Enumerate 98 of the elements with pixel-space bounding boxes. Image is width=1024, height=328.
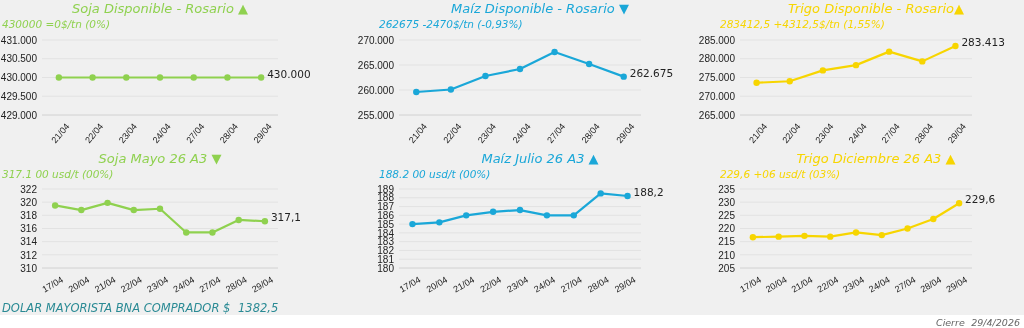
- y-tick-label: 430.500: [0, 53, 38, 65]
- y-tick-label: 220: [718, 223, 736, 235]
- point: [775, 233, 782, 240]
- data-label: 283.413: [961, 35, 1005, 48]
- point: [952, 42, 959, 50]
- chart-subtitle: 229,6 +06 usd/t (03%): [720, 168, 841, 180]
- y-tick-label: 280.000: [698, 53, 736, 65]
- point: [543, 212, 551, 219]
- point: [209, 229, 216, 236]
- chart-title: Maíz Julio 26 A3 ▲: [481, 151, 599, 166]
- y-tick-label: 285.000: [698, 34, 736, 46]
- chart-title: Trigo Diciembre 26 A3 ▲: [796, 151, 956, 166]
- point: [130, 206, 137, 214]
- point: [885, 48, 893, 55]
- text: 1382,5: [238, 301, 279, 315]
- point: [51, 202, 59, 209]
- y-tick-label: 187: [377, 201, 395, 213]
- point: [930, 215, 937, 223]
- y-tick-label: 275.000: [698, 72, 736, 84]
- data-label: 229,6: [965, 193, 996, 206]
- point: [753, 79, 760, 86]
- y-tick-label: 205: [718, 262, 736, 274]
- point: [620, 73, 627, 80]
- point: [489, 208, 497, 216]
- chart-title: Soja Disponible - Rosario ▲: [72, 1, 248, 16]
- y-tick-label: 235: [718, 183, 736, 195]
- y-tick-label: 312: [20, 249, 38, 261]
- point: [819, 67, 827, 74]
- text: Cierre: [936, 317, 965, 328]
- y-tick-label: 314: [20, 236, 38, 248]
- y-tick-label: 431.000: [0, 34, 38, 46]
- point: [447, 86, 455, 93]
- text: 29/4/2026: [971, 317, 1020, 328]
- y-tick-label: 429.000: [0, 109, 38, 121]
- point: [409, 220, 416, 228]
- chart-subtitle: 283412,5 +4312,5$/tn (1,55%): [720, 18, 885, 30]
- point: [904, 225, 911, 232]
- y-tick-label: 310: [20, 262, 38, 274]
- point: [852, 61, 860, 69]
- point: [235, 216, 242, 224]
- chart-title: Maíz Disponible - Rosario ▼: [451, 1, 629, 16]
- y-tick-label: 225: [718, 210, 736, 222]
- y-tick-label: 255.000: [357, 109, 395, 121]
- point: [827, 233, 834, 240]
- data-label: 188,2: [633, 186, 664, 199]
- chart-subtitle: 188.2 00 usd/t (00%): [379, 168, 491, 180]
- point: [955, 200, 963, 207]
- point: [104, 199, 111, 207]
- text: DOLAR MAYORISTA BNA COMPRADOR $: [2, 301, 231, 315]
- x-tick-label: 17/04: [738, 274, 763, 295]
- y-tick-label: 260.000: [357, 84, 395, 96]
- y-tick-label: 189: [377, 183, 395, 195]
- y-tick-label: 215: [718, 236, 736, 248]
- point: [801, 232, 808, 240]
- point: [852, 229, 860, 236]
- point: [413, 88, 420, 96]
- y-tick-label: 230: [718, 196, 736, 208]
- y-tick-label: 265.000: [357, 59, 395, 71]
- data-label: 430.000: [267, 67, 311, 80]
- data-label: 317,1: [270, 211, 301, 224]
- point: [183, 229, 190, 236]
- point: [516, 206, 524, 214]
- point: [786, 78, 793, 85]
- point: [749, 233, 757, 241]
- point: [436, 219, 443, 226]
- chart-subtitle: 430000 =0$/tn (0%): [2, 18, 111, 30]
- point: [516, 65, 524, 73]
- point: [551, 48, 558, 56]
- point: [156, 205, 164, 212]
- y-tick-label: 318: [20, 210, 38, 222]
- chart-subtitle: 262675 -2470$/tn (-0,93%): [379, 18, 523, 30]
- y-tick-label: 322: [20, 183, 38, 195]
- y-tick-label: 429.500: [0, 90, 38, 102]
- point: [463, 212, 470, 219]
- y-tick-label: 270.000: [357, 34, 395, 46]
- point: [482, 72, 489, 80]
- point: [585, 60, 593, 68]
- chart-title: Soja Mayo 26 A3 ▼: [98, 151, 222, 166]
- y-tick-label: 210: [718, 249, 736, 261]
- y-tick-label: 183: [377, 236, 395, 248]
- y-tick-label: 270.000: [698, 90, 736, 102]
- y-tick-label: 316: [20, 223, 38, 235]
- y-tick-label: 184: [377, 227, 395, 239]
- y-tick-label: 265.000: [698, 109, 736, 121]
- point: [78, 206, 85, 214]
- data-label: 262.675: [629, 66, 674, 79]
- point: [570, 212, 577, 219]
- point: [597, 190, 604, 197]
- point: [261, 218, 269, 225]
- chart-subtitle: 317.1 00 usd/t (00%): [2, 168, 114, 180]
- point: [878, 231, 885, 239]
- point: [919, 58, 926, 65]
- y-tick-label: 320: [20, 196, 38, 208]
- point: [624, 192, 631, 200]
- y-tick-label: 430.000: [0, 72, 38, 84]
- y-tick-label: 188: [377, 192, 395, 204]
- y-tick-label: 180: [377, 262, 395, 274]
- chart-title: Trigo Disponible - Rosario▲: [787, 1, 965, 16]
